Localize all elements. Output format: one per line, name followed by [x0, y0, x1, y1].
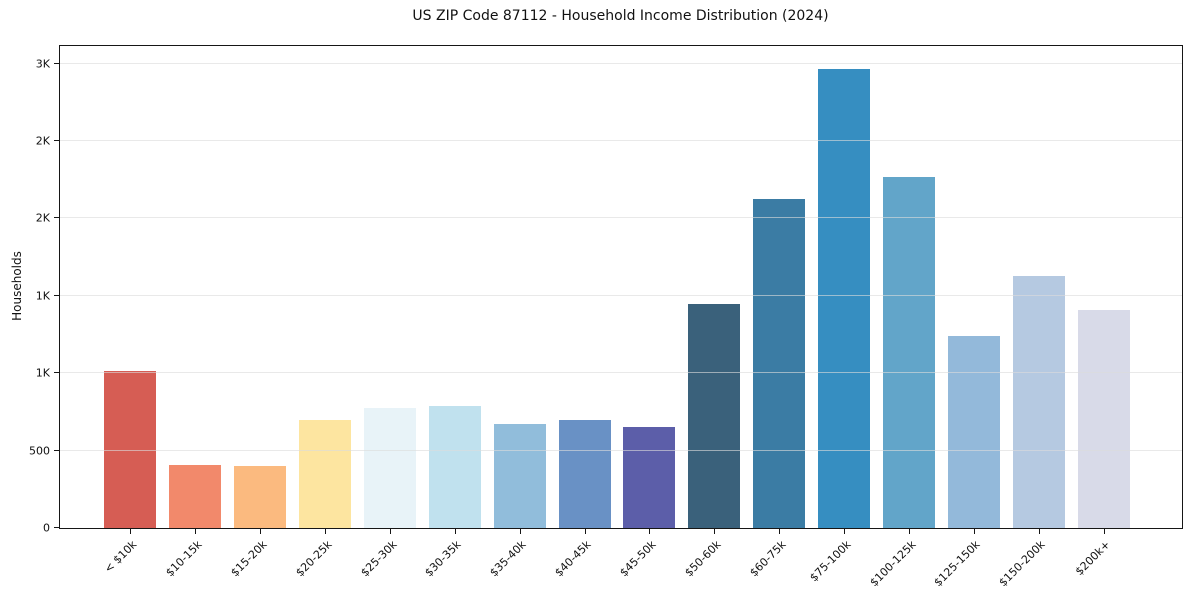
x-tick-mark	[260, 529, 262, 534]
x-tick-mark	[584, 529, 586, 534]
bar-$150-200k	[1012, 276, 1065, 528]
x-tick-label: $75-100k	[807, 538, 854, 585]
bar-$100-125k	[882, 177, 935, 528]
x-tick-label: $30-35k	[422, 538, 465, 580]
x-tick-label: $10-15k	[163, 538, 205, 580]
x-slot: $150-200k	[997, 528, 1071, 590]
bar-slot	[877, 46, 942, 528]
y-tick-label: 1K	[35, 289, 50, 303]
bar-slot	[1006, 46, 1071, 528]
y-tick-label: 2K	[35, 134, 50, 148]
x-slot: $60-75k	[747, 528, 812, 590]
x-tick-mark	[649, 529, 651, 534]
x-slot: $35-40k	[487, 528, 552, 590]
bar-$40-45k	[558, 419, 611, 528]
bar-$50-60k	[688, 304, 741, 528]
x-slot: $40-45k	[552, 528, 617, 590]
x-tick-label: $200k+	[1072, 538, 1113, 579]
y-tick-mark	[54, 62, 59, 64]
y-tick-label: 0	[43, 521, 50, 535]
x-slot: < $10k	[98, 528, 163, 590]
bar-$125-150k	[947, 336, 1000, 528]
bar-slot	[163, 46, 228, 528]
x-tick-mark	[844, 529, 846, 534]
y-axis-label: Households	[10, 251, 25, 321]
bar-$25-30k	[363, 408, 416, 528]
x-slot: $100-125k	[867, 528, 942, 590]
x-tick-mark	[779, 529, 781, 534]
bar-slot	[98, 46, 163, 528]
y-tick-mark	[54, 527, 59, 528]
x-slot: $45-50k	[617, 528, 682, 590]
x-slot: $200k+	[1071, 528, 1136, 590]
x-tick-label: $35-40k	[487, 538, 529, 580]
bar-< $10k	[104, 370, 157, 528]
x-tick-mark	[195, 529, 197, 534]
y-tick-mark	[54, 372, 59, 374]
x-tick-label: $20-25k	[292, 538, 335, 580]
bars-area	[98, 46, 1136, 528]
x-tick-mark	[714, 529, 716, 534]
x-tick-label: $25-30k	[357, 538, 400, 580]
x-slot: $20-25k	[293, 528, 358, 590]
x-tick-label: $60-75k	[747, 538, 789, 580]
bar-slot	[1071, 46, 1136, 528]
y-tick-label: 500	[29, 444, 50, 458]
x-tick-label: < $10k	[102, 538, 140, 576]
bar-slot	[682, 46, 747, 528]
x-slot: $50-60k	[682, 528, 747, 590]
bar-slot	[812, 46, 877, 528]
x-tick-label: $40-45k	[552, 538, 594, 580]
x-tick-label: $45-50k	[617, 538, 659, 580]
x-tick-mark	[973, 529, 975, 534]
chart-title: US ZIP Code 87112 - Household Income Dis…	[412, 8, 829, 24]
x-tick-mark	[130, 529, 132, 534]
x-slot: $25-30k	[358, 528, 423, 590]
x-axis: < $10k $10-15k $15-20k $20-25k $25-30k $30-35…	[98, 528, 1136, 590]
bar-$75-100k	[818, 68, 870, 528]
bar-$45-50k	[623, 427, 676, 528]
x-tick-mark	[519, 529, 521, 534]
y-tick-label: 1K	[35, 366, 50, 380]
bar-$200k+	[1077, 309, 1130, 528]
bar-slot	[487, 46, 552, 528]
x-tick-mark	[389, 529, 391, 534]
x-tick-mark	[454, 529, 456, 534]
bar-slot	[228, 46, 293, 528]
x-tick-mark	[1038, 529, 1040, 534]
x-tick-mark	[908, 529, 910, 534]
bar-slot	[358, 46, 423, 528]
x-slot: $75-100k	[807, 528, 877, 590]
bar-slot	[552, 46, 617, 528]
bar-$60-75k	[753, 198, 806, 528]
bar-slot	[941, 46, 1006, 528]
y-tick-label: 3K	[35, 57, 50, 70]
x-slot: $15-20k	[228, 528, 293, 590]
bar-$30-35k	[428, 405, 481, 528]
x-tick-mark	[325, 529, 327, 534]
y-tick-mark	[54, 217, 59, 219]
bar-slot	[293, 46, 358, 528]
x-tick-label: $15-20k	[228, 538, 270, 580]
x-tick-mark	[1103, 529, 1105, 534]
plot-area: 0 500 1K 1K 2K 2K 3K < $10k $10-15k $15-20k $20-2…	[29, 45, 1183, 589]
y-tick-label: 2K	[35, 211, 50, 225]
bar-$10-15k	[169, 464, 222, 528]
x-tick-label: $50-60k	[682, 538, 724, 580]
bar-slot	[422, 46, 487, 528]
x-slot: $10-15k	[163, 528, 228, 590]
bar-$35-40k	[493, 424, 546, 528]
y-tick-mark	[54, 139, 59, 141]
bar-slot	[617, 46, 682, 528]
bar-$15-20k	[234, 466, 287, 528]
x-slot: $125-150k	[932, 528, 1006, 590]
bar-slot	[747, 46, 812, 528]
y-tick-mark	[54, 449, 59, 451]
bar-$20-25k	[299, 419, 351, 528]
x-slot: $30-35k	[422, 528, 487, 590]
y-tick-mark	[54, 294, 59, 296]
